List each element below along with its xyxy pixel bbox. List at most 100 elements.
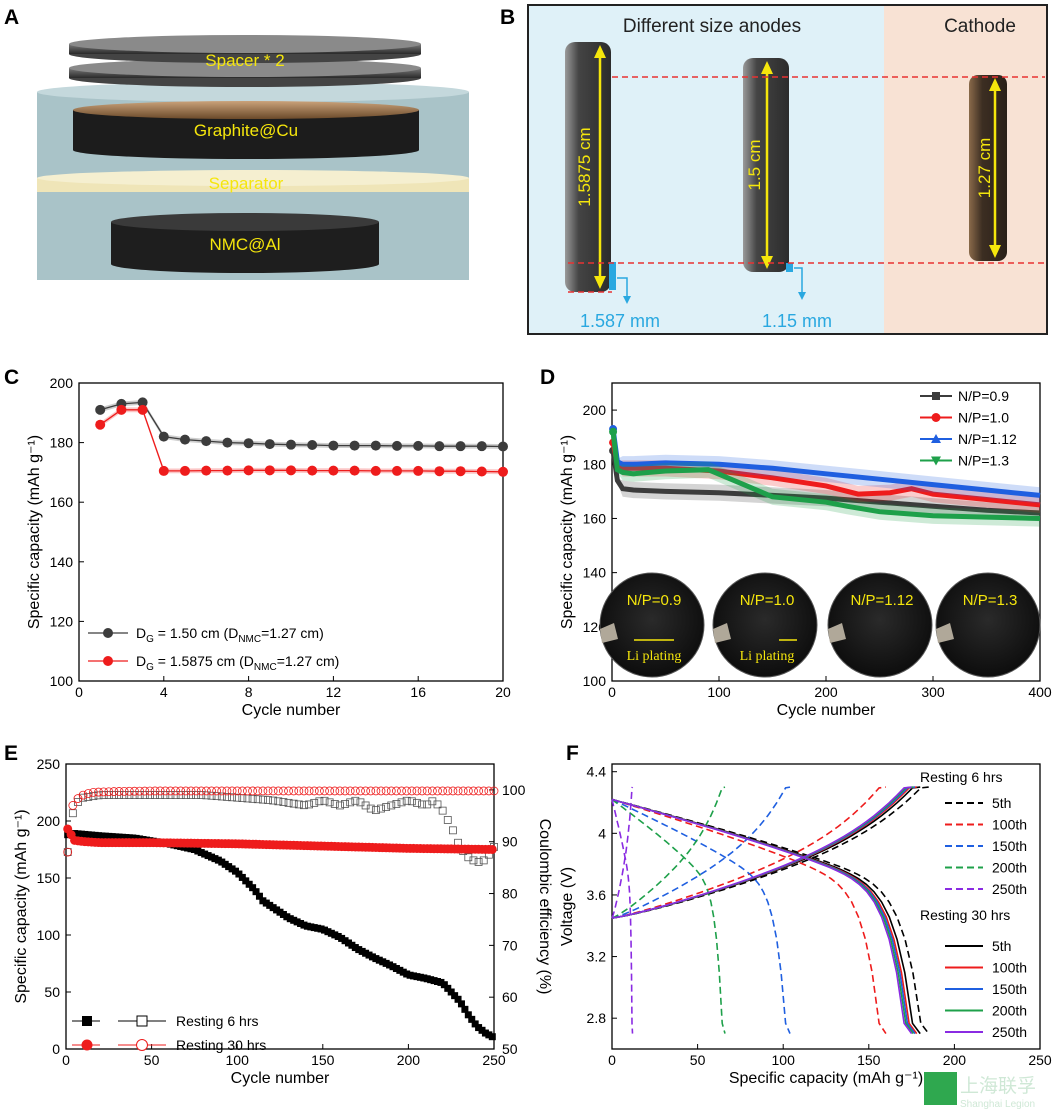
data-point-e1	[166, 791, 175, 799]
watermark-sub: Shanghai Legion	[960, 1099, 1035, 1110]
title-cathode: Cathode	[944, 16, 1016, 37]
legend-label-f3: 200th	[992, 860, 1027, 876]
charge-curve-4	[611, 786, 634, 919]
legend-label-e0: Resting 6 hrs	[176, 1013, 258, 1029]
data-point-e1	[223, 793, 231, 801]
data-point-c1	[137, 404, 148, 415]
x-tick-label-e: 0	[62, 1052, 70, 1068]
data-point-e1	[207, 791, 216, 800]
legend-label-f5: 5th	[992, 938, 1011, 954]
x-tick-label-f: 250	[1028, 1052, 1052, 1068]
plating-label-0: Li plating	[627, 649, 682, 664]
data-point-c1	[328, 465, 339, 476]
data-point-e3	[263, 786, 273, 796]
data-point-c0	[95, 404, 106, 415]
data-point-e3	[104, 787, 114, 797]
data-point-e1	[325, 798, 334, 807]
axes-frame-f	[611, 763, 1041, 1050]
data-point-e3	[381, 786, 391, 796]
y-tick-label-c: 120	[50, 613, 74, 629]
data-point-e3	[232, 786, 242, 796]
axes-frame-c	[78, 382, 504, 682]
x-tick-label-c: 0	[75, 684, 83, 700]
legend-title-f1: Resting 6 hrs	[920, 769, 1002, 785]
label-spacer: Spacer * 2	[205, 51, 284, 70]
data-point-c1	[116, 404, 127, 415]
legend-label-f2: 150th	[992, 838, 1027, 854]
data-point-e1	[197, 791, 206, 799]
data-point-e3	[207, 786, 216, 796]
data-point-e1	[279, 798, 288, 806]
anode-small-dia: 1.5 cm	[745, 139, 764, 190]
photo-tab-0	[600, 623, 618, 643]
legend-label-c1: DG = 1.5875 cm (DNMC=1.27 cm)	[136, 653, 339, 673]
series-band-c0	[100, 400, 503, 449]
legend-marker-d2	[931, 434, 941, 443]
data-point-e1	[305, 800, 314, 809]
data-point-e1	[330, 800, 339, 808]
y-tick-label-e: 200	[37, 813, 61, 829]
data-point-e3	[325, 786, 335, 796]
legend-label-f1: 100th	[992, 817, 1027, 833]
discharge-curve-1	[611, 798, 887, 1035]
legend-label-f6: 100th	[992, 960, 1027, 976]
data-point-c1	[413, 465, 424, 476]
data-point-c0	[476, 441, 487, 452]
data-point-e3	[150, 786, 160, 796]
y-tick-label-f: 2.8	[587, 1010, 607, 1026]
data-point-c0	[370, 440, 381, 451]
data-point-e3	[314, 786, 324, 796]
data-point-e0	[468, 1015, 476, 1023]
legend-label-f8: 200th	[992, 1003, 1027, 1019]
data-point-c0	[455, 441, 466, 452]
data-point-e3	[371, 786, 381, 796]
data-point-e3	[166, 786, 175, 796]
x-tick-label-c: 16	[410, 684, 426, 700]
data-point-c1	[201, 465, 212, 476]
data-point-e1	[341, 800, 349, 808]
photo-label-0: N/P=0.9	[627, 592, 682, 609]
data-point-e3	[279, 786, 288, 796]
y-tick-label-d: 180	[583, 456, 607, 472]
data-point-e1	[310, 798, 319, 807]
data-point-e3	[350, 786, 360, 796]
y-tick-label-c: 180	[50, 435, 74, 451]
data-point-e0	[255, 892, 263, 900]
data-point-e1	[269, 796, 278, 805]
data-point-e3	[145, 786, 155, 796]
y-tick-label-d: 140	[583, 565, 607, 581]
series-line-d3	[610, 431, 1041, 521]
x-tick-label-c: 8	[245, 684, 253, 700]
cathode-dia: 1.27 cm	[975, 138, 994, 198]
data-point-e1	[274, 797, 283, 806]
data-point-e3	[119, 786, 129, 796]
data-point-c0	[434, 441, 445, 452]
legend-label-f4: 250th	[992, 881, 1027, 897]
data-point-e1	[63, 848, 72, 856]
data-point-c0	[286, 439, 296, 450]
data-point-e1	[392, 800, 401, 808]
legend-label-e1: Resting 30 hrs	[176, 1037, 266, 1053]
data-point-e3	[196, 786, 206, 796]
data-point-e3	[443, 786, 453, 796]
charge-curve-2	[611, 786, 791, 919]
panel-label-c: C	[4, 366, 19, 389]
data-point-e3	[422, 786, 432, 796]
photo-label-3: N/P=1.3	[963, 592, 1018, 609]
data-point-e3	[83, 789, 93, 798]
chart-f: 0 50 100 150 200 250 2.8 3.2 3.6 4 4.4 Specific cap…	[559, 763, 1052, 1087]
data-point-c1	[498, 466, 508, 477]
data-point-e1	[387, 801, 396, 810]
data-point-e3	[448, 786, 458, 796]
overhang-large: 1.587 mm	[580, 311, 660, 331]
data-point-c1	[307, 465, 318, 476]
data-point-e3	[124, 786, 134, 796]
photo-label-1: N/P=1.0	[740, 592, 795, 609]
legend-marker-c1	[103, 656, 113, 666]
cathode-disk	[969, 75, 1007, 261]
data-point-e1	[171, 791, 180, 799]
data-point-e1	[377, 804, 385, 813]
data-point-e1	[248, 794, 257, 803]
data-point-e1	[300, 801, 308, 810]
x-axis-label-e: Cycle number	[231, 1070, 330, 1087]
